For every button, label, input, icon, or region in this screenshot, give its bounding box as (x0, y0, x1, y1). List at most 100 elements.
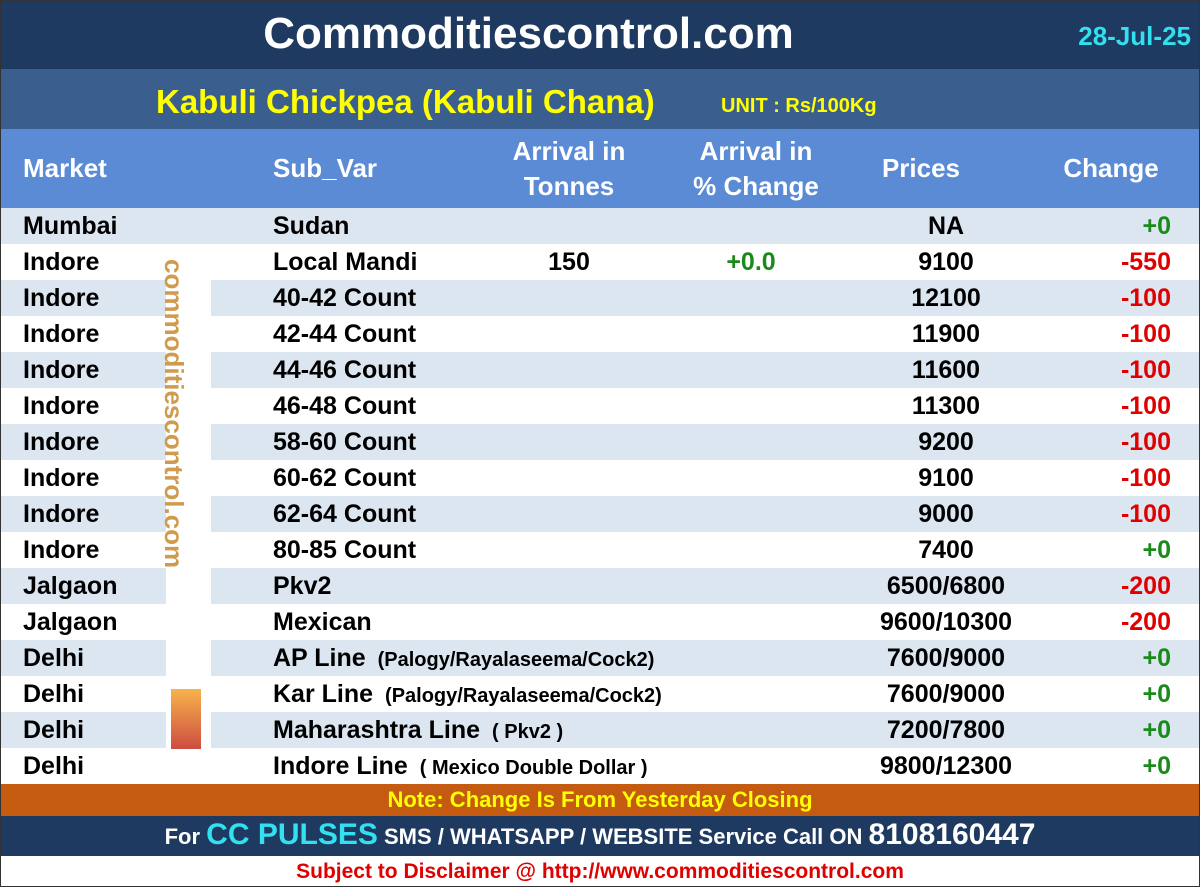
column-header: Arrival in (512, 135, 626, 166)
market: Delhi (23, 680, 85, 708)
market: Jalgaon (23, 608, 118, 636)
column-header: Sub_Var (273, 153, 378, 183)
sub-var-name: Indore Line (273, 752, 408, 780)
price: 7600/9000 (886, 680, 1006, 708)
watermark-strip (166, 244, 211, 772)
date: 28-Jul-25 (1078, 21, 1191, 51)
sub-var: Local Mandi (273, 244, 417, 280)
change: +0 (1142, 752, 1171, 780)
sub-var: Kar Line (Palogy/Rayalaseema/Cock2) (273, 676, 662, 714)
sub-var: 40-42 Count (273, 280, 416, 316)
sub-var-note: (Palogy/Rayalaseema/Cock2) (377, 649, 655, 671)
sub-var-note: ( Mexico Double Dollar ) (419, 757, 648, 779)
change: +0 (1142, 716, 1171, 744)
market: Indore (23, 428, 100, 456)
price: 12100 (911, 284, 981, 312)
footer-band (1, 816, 1199, 856)
price: 9100 (918, 464, 974, 492)
market: Delhi (23, 752, 85, 780)
sub-var-name: 62-64 Count (273, 500, 417, 528)
footer-brand: CC PULSES (206, 818, 378, 851)
sub-var-name: Maharashtra Line (273, 716, 481, 744)
sub-var-name: Sudan (273, 212, 350, 240)
sub-var: 80-85 Count (273, 532, 416, 568)
price: NA (927, 212, 965, 240)
column-header: Market (23, 153, 107, 183)
price: 9000 (918, 500, 974, 528)
market: Indore (23, 284, 100, 312)
price: 7200/7800 (886, 716, 1006, 744)
column-header: Arrival in (699, 135, 813, 166)
table-header (1, 129, 1199, 208)
sub-var-name: Pkv2 (273, 572, 332, 600)
change: -100 (1120, 320, 1171, 348)
watermark-logo (171, 689, 201, 749)
unit: UNIT : Rs/100Kg (721, 95, 877, 117)
sub-var: 60-62 Count (273, 460, 416, 496)
row-bg (1, 208, 1199, 244)
sub-var-name: 80-85 Count (273, 536, 417, 564)
sub-var-name: Local Mandi (273, 248, 418, 276)
market: Indore (23, 500, 100, 528)
market: Delhi (23, 644, 85, 672)
change: +0 (1142, 644, 1171, 672)
sub-var-name: 42-44 Count (273, 320, 417, 348)
column-header: Tonnes (523, 170, 615, 201)
price: 9100 (918, 248, 974, 276)
column-header: Change (1063, 153, 1159, 183)
note: Note: Change Is From Yesterday Closing (387, 787, 813, 812)
sub-var-name: 44-46 Count (273, 356, 417, 384)
change: -100 (1120, 500, 1171, 528)
price: 7600/9000 (886, 644, 1006, 672)
price: 9800/12300 (879, 752, 1013, 780)
market: Indore (23, 464, 100, 492)
market: Indore (23, 356, 100, 384)
sub-var: 42-44 Count (273, 316, 416, 352)
market: Mumbai (23, 212, 118, 240)
change: -100 (1120, 392, 1171, 420)
sub-var: 62-64 Count (273, 496, 416, 532)
subheader-band (1, 69, 1199, 129)
sub-var: Maharashtra Line ( Pkv2 ) (273, 712, 563, 750)
site-title: Commoditiescontrol.com (263, 9, 794, 58)
sub-var-note: (Palogy/Rayalaseema/Cock2) (385, 685, 662, 707)
change: -550 (1120, 248, 1171, 276)
price: 6500/6800 (886, 572, 1006, 600)
price: 11900 (911, 320, 981, 348)
footer-prefix: For (164, 824, 201, 849)
sub-var: Mexican (273, 604, 372, 640)
sub-var-note: ( Pkv2 ) (492, 721, 564, 743)
price: 9200 (918, 428, 974, 456)
price: 11600 (911, 356, 981, 384)
market: Indore (23, 536, 100, 564)
market: Indore (23, 248, 100, 276)
watermark: commoditiescontrol.com (159, 259, 189, 569)
column-header: Prices (881, 153, 961, 183)
sub-var: 46-48 Count (273, 388, 416, 424)
price: 7400 (918, 536, 974, 564)
price: 11300 (911, 392, 981, 420)
commodity-title: Kabuli Chickpea (Kabuli Chana) (156, 83, 655, 120)
sub-var: 44-46 Count (273, 352, 416, 388)
change: +0 (1142, 680, 1171, 708)
sub-var-name: Kar Line (273, 680, 374, 708)
market: Delhi (23, 716, 85, 744)
footer-phone: 8108160447 (868, 818, 1036, 851)
price: 9600/10300 (879, 608, 1013, 636)
sub-var: Indore Line ( Mexico Double Dollar ) (273, 748, 648, 786)
sub-var-name: AP Line (273, 644, 366, 672)
change: -200 (1120, 608, 1171, 636)
note-band (1, 784, 1199, 816)
change: -200 (1120, 572, 1171, 600)
sub-var-name: 58-60 Count (273, 428, 417, 456)
sub-var-name: 46-48 Count (273, 392, 417, 420)
change: +0 (1142, 536, 1171, 564)
column-header: % Change (693, 170, 819, 201)
market: Jalgaon (23, 572, 118, 600)
sub-var: AP Line (Palogy/Rayalaseema/Cock2) (273, 640, 654, 678)
change: -100 (1120, 284, 1171, 312)
market: Indore (23, 392, 100, 420)
sub-var: 58-60 Count (273, 424, 416, 460)
change: -100 (1120, 464, 1171, 492)
